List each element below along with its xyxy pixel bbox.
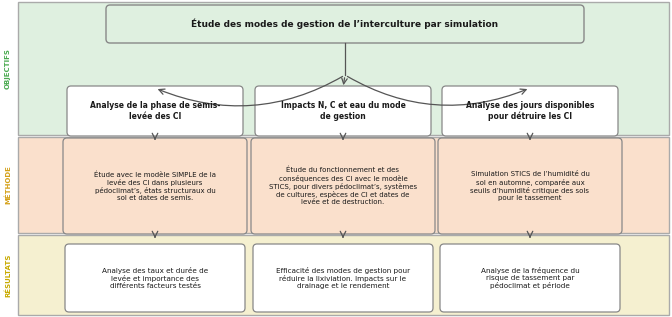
Text: Simulation STICS de l’humidité du
sol en automne, comparée aux
seuils d’humidité: Simulation STICS de l’humidité du sol en… [470,171,589,201]
Text: Analyse de la fréquence du
risque de tassement par
pédoclimat et période: Analyse de la fréquence du risque de tas… [480,267,579,289]
Text: Analyse des jours disponibles
pour détruire les CI: Analyse des jours disponibles pour détru… [466,101,594,121]
Text: Efficacité des modes de gestion pour
réduire la lixiviation. Impacts sur le
drai: Efficacité des modes de gestion pour réd… [276,267,410,289]
Text: MÉTHODE: MÉTHODE [5,165,11,204]
Text: Analyse de la phase de semis-
levée des CI: Analyse de la phase de semis- levée des … [90,101,220,121]
FancyBboxPatch shape [106,5,584,43]
Text: Analyse des taux et durée de
levée et importance des
différents facteurs testés: Analyse des taux et durée de levée et im… [102,267,208,289]
FancyBboxPatch shape [440,244,620,312]
FancyBboxPatch shape [65,244,245,312]
FancyBboxPatch shape [251,138,435,234]
FancyBboxPatch shape [255,86,431,136]
FancyBboxPatch shape [63,138,247,234]
FancyBboxPatch shape [18,2,669,135]
Text: Impacts N, C et eau du mode
de gestion: Impacts N, C et eau du mode de gestion [281,101,405,121]
FancyBboxPatch shape [18,137,669,233]
FancyBboxPatch shape [442,86,618,136]
FancyBboxPatch shape [438,138,622,234]
FancyBboxPatch shape [253,244,433,312]
Text: Étude du fonctionnement et des
conséquences des CI avec le modèle
STICS, pour di: Étude du fonctionnement et des conséquen… [269,167,417,205]
Text: RÉSULTATS: RÉSULTATS [5,253,11,297]
FancyBboxPatch shape [67,86,243,136]
Text: Étude avec le modèle SIMPLE de la
levée des CI dans plusieurs
pédoclimat’s, état: Étude avec le modèle SIMPLE de la levée … [94,171,216,201]
Text: OBJECTIFS: OBJECTIFS [5,48,11,89]
FancyBboxPatch shape [18,235,669,315]
Text: Étude des modes de gestion de l’interculture par simulation: Étude des modes de gestion de l’intercul… [192,19,499,29]
